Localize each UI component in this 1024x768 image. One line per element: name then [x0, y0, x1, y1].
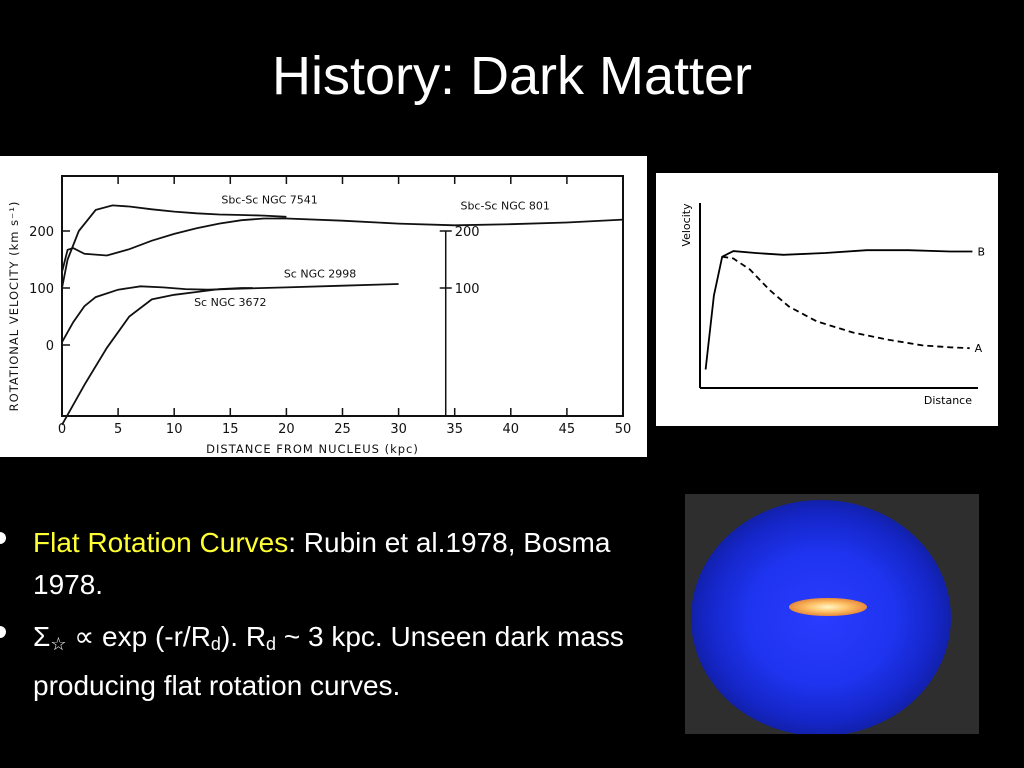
bullet-exponential-disk: Σ☆ ∝ exp (-r/Rd). Rd ~ 3 kpc. Unseen dar… [0, 616, 680, 707]
series-line-2 [61, 217, 624, 273]
bullet-list: Flat Rotation Curves: Rubin et al.1978, … [0, 522, 680, 717]
x-tick-label: 5 [114, 422, 122, 437]
series-label: Sbc-Sc NGC 7541 [221, 194, 317, 207]
galaxy-disk [789, 598, 867, 616]
x-tick-label: 20 [278, 422, 295, 437]
schematic-rotation-chart: B A Distance Velocity [656, 173, 998, 426]
bullet-highlight: Flat Rotation Curves [33, 527, 289, 558]
x-tick-label: 50 [615, 422, 632, 437]
bullet-dot [0, 532, 6, 544]
formula-part-3: ~ 3 kpc. Unseen dark mass producing flat… [33, 621, 624, 701]
curve-A [722, 255, 970, 350]
x-tick-label: 40 [503, 422, 520, 437]
bullet-flat-rotation: Flat Rotation Curves: Rubin et al.1978, … [0, 522, 680, 606]
y-axis-label: Velocity [680, 203, 693, 247]
x-tick-label: 30 [390, 422, 407, 437]
y-tick-label: 100 [29, 282, 54, 297]
series-line-3 [61, 283, 399, 343]
rotation-curves-chart: 0 5 10 15 20 25 30 35 40 45 50 0 100 200 100 200 Sbc-Sc … [0, 156, 647, 457]
x-tick-label: 15 [222, 422, 239, 437]
rd-subscript: d [210, 634, 221, 654]
rd-subscript-2: d [266, 634, 277, 654]
x-axis-label: Distance [924, 394, 972, 407]
sigma-symbol: Σ [33, 621, 51, 652]
series-line-4 [61, 287, 253, 426]
series-label: Sbc-Sc NGC 801 [460, 199, 549, 212]
bullet-dot [0, 626, 6, 638]
formula-part-1: ∝ exp (-r/R [66, 621, 211, 652]
x-tick-label: 10 [166, 422, 183, 437]
inset-tick-label: 100 [455, 282, 480, 297]
bullet-text: : Rubin et al.1978, Bosma 1978. [33, 527, 611, 600]
slide-title: History: Dark Matter [271, 46, 753, 106]
halo-glow [691, 500, 951, 734]
x-tick-label: 0 [58, 422, 66, 437]
series-line-1 [61, 204, 287, 289]
x-tick-label: 35 [446, 422, 463, 437]
y-tick-label: 0 [46, 339, 54, 354]
rotation-curves-svg: 0 5 10 15 20 25 30 35 40 45 50 0 100 200 100 200 Sbc-Sc … [7, 175, 632, 456]
y-axis-label: ROTATIONAL VELOCITY (km s⁻¹) [7, 201, 21, 412]
x-tick-label: 45 [559, 422, 576, 437]
series-label: Sc NGC 2998 [284, 268, 356, 281]
curve-B [704, 249, 973, 370]
sigma-subscript: ☆ [50, 634, 67, 654]
formula-part-2: ). R [220, 621, 267, 652]
inset-tick-label: 200 [455, 225, 480, 240]
dark-matter-halo-image [685, 494, 979, 734]
x-axis-label: DISTANCE FROM NUCLEUS (kpc) [206, 442, 419, 456]
x-tick-label: 25 [334, 422, 351, 437]
curve-label: A [975, 342, 983, 355]
curve-label: B [977, 245, 985, 258]
y-tick-label: 200 [29, 225, 54, 240]
series-label: Sc NGC 3672 [194, 296, 266, 309]
schematic-rotation-svg: B A Distance Velocity [680, 203, 985, 407]
